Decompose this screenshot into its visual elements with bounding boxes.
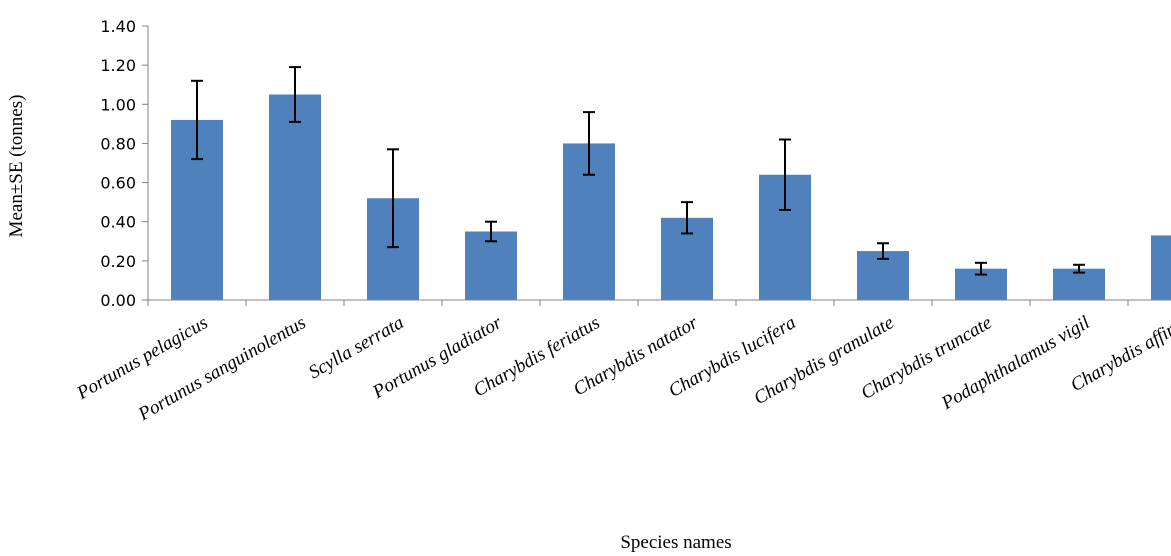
- y-axis-title: Mean±SE (tonnes): [6, 95, 27, 238]
- bars: [171, 66, 1171, 300]
- error-bar: [975, 261, 987, 276]
- error-bar: [779, 138, 791, 211]
- y-tick-label: 0.40: [100, 213, 136, 232]
- error-bar: [191, 79, 203, 161]
- y-tick-label: 1.00: [100, 95, 136, 114]
- x-tick-label: Portunus sanguinolentus: [134, 312, 309, 425]
- bar: [269, 94, 321, 300]
- bar: [1151, 235, 1171, 300]
- bar: [1053, 268, 1105, 300]
- error-bar: [681, 201, 693, 235]
- y-tick-label: 0.00: [100, 291, 136, 310]
- y-axis: 0.00 0.20 0.40 0.60 0.80 1.00 1.20 1.40: [100, 17, 149, 310]
- error-bar: [583, 111, 595, 176]
- y-tick-label: 0.60: [100, 174, 136, 193]
- error-bar: [1073, 263, 1085, 274]
- error-bar: [877, 242, 889, 260]
- y-tick-label: 0.20: [100, 252, 136, 271]
- error-bar: [485, 220, 497, 243]
- error-bar: [387, 148, 399, 249]
- y-tick-label: 0.80: [100, 134, 136, 153]
- y-tick-label: 1.40: [100, 17, 136, 36]
- x-axis-title: Species names: [620, 532, 731, 553]
- error-bar: [289, 66, 301, 123]
- bar: [465, 231, 517, 300]
- y-tick-label: 1.20: [100, 56, 136, 75]
